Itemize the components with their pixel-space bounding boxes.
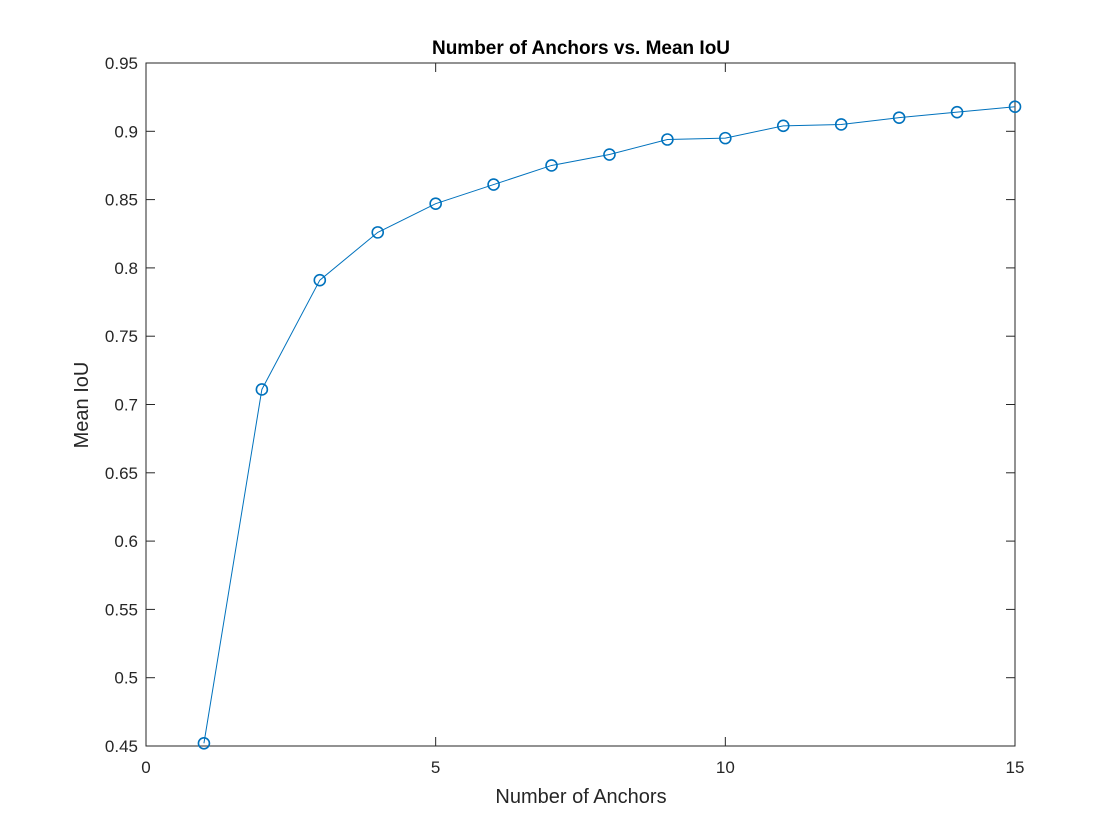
y-tick-label: 0.9 (114, 122, 138, 141)
y-tick-label: 0.5 (114, 669, 138, 688)
data-point-marker (487, 178, 500, 191)
data-point-marker (429, 197, 442, 210)
data-point-marker (1008, 100, 1022, 114)
data-point-marker (371, 226, 385, 239)
x-axis-ticks: 0 5 10 15 (141, 63, 1024, 777)
y-tick-label: 0.8 (114, 259, 138, 278)
series-line (203, 106, 1016, 744)
x-tick-label: 0 (141, 758, 150, 777)
y-tick-label: 0.7 (114, 396, 138, 415)
data-point-marker (661, 133, 674, 146)
data-point-marker (313, 273, 327, 287)
data-point-marker (776, 119, 790, 133)
data-point-marker (892, 111, 906, 124)
y-tick-label: 0.75 (105, 327, 138, 346)
series-layer (197, 100, 1022, 750)
y-tick-label: 0.65 (105, 464, 138, 483)
x-tick-label: 15 (1006, 758, 1025, 777)
y-axis-label: Mean IoU (71, 362, 93, 449)
y-tick-label: 0.55 (105, 600, 138, 619)
y-axis-ticks: 0.45 0.5 0.55 0.6 0.65 0.7 0.75 0.8 0.85 0.9 0.95 (105, 54, 1015, 756)
data-point-marker (603, 148, 616, 161)
plot-area (145, 62, 1016, 747)
y-tick-label: 0.85 (105, 191, 138, 210)
data-point-marker (197, 736, 211, 750)
y-tick-label: 0.95 (105, 54, 138, 73)
y-tick-label: 0.45 (105, 737, 138, 756)
x-axis-label: Number of Anchors (495, 786, 666, 808)
y-tick-label: 0.6 (114, 532, 138, 551)
data-point-marker (950, 105, 964, 119)
data-point-marker (834, 118, 848, 131)
x-tick-label: 10 (716, 758, 735, 777)
data-point-marker (545, 159, 558, 172)
chart-title: Number of Anchors vs. Mean IoU (432, 38, 730, 59)
data-point-marker (719, 131, 732, 145)
x-tick-label: 5 (431, 758, 440, 777)
data-point-marker (255, 383, 269, 396)
